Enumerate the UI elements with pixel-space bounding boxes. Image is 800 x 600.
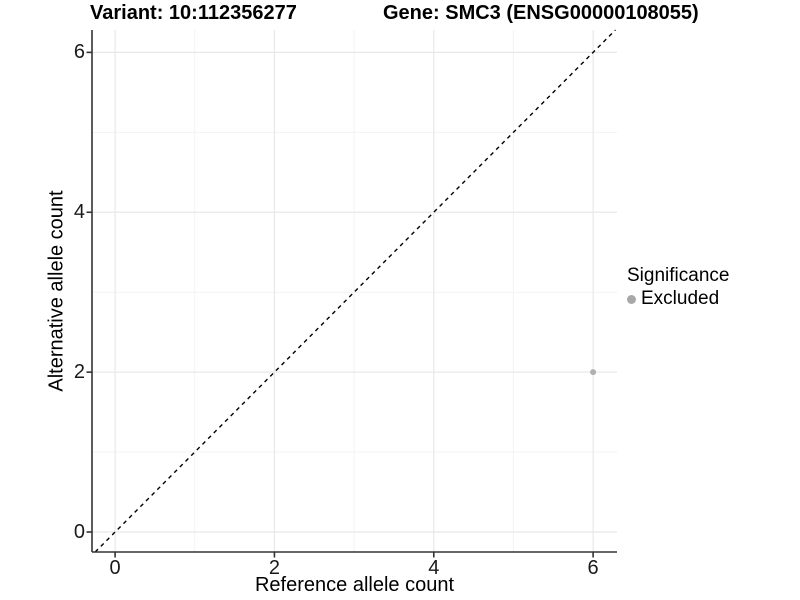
y-tick-label: 4 <box>73 201 85 224</box>
x-tick-label: 6 <box>587 557 599 579</box>
legend-item-label: Excluded <box>641 288 720 309</box>
legend: Significance Excluded <box>627 264 729 309</box>
y-tick-label: 6 <box>73 41 85 64</box>
y-tick-label: 0 <box>73 521 85 543</box>
excluded-dot-icon <box>627 294 636 304</box>
data-point <box>590 369 597 376</box>
plot-panel <box>86 29 617 558</box>
identity-dashed-line <box>94 29 616 553</box>
y-tick-label: 2 <box>73 361 85 384</box>
x-tick-label: 4 <box>428 557 440 579</box>
legend-title: Significance <box>627 265 730 286</box>
gene-title: Gene: SMC3 (ENSG00000108055) <box>383 2 699 24</box>
x-tick-label: 0 <box>109 557 121 579</box>
x-tick-label: 2 <box>268 557 280 579</box>
variant-title: Variant: 10:112356277 <box>90 2 297 24</box>
plot-canvas <box>86 29 617 558</box>
x-axis-title: Reference allele count <box>254 574 454 596</box>
legend-item-excluded: Excluded <box>627 289 729 309</box>
